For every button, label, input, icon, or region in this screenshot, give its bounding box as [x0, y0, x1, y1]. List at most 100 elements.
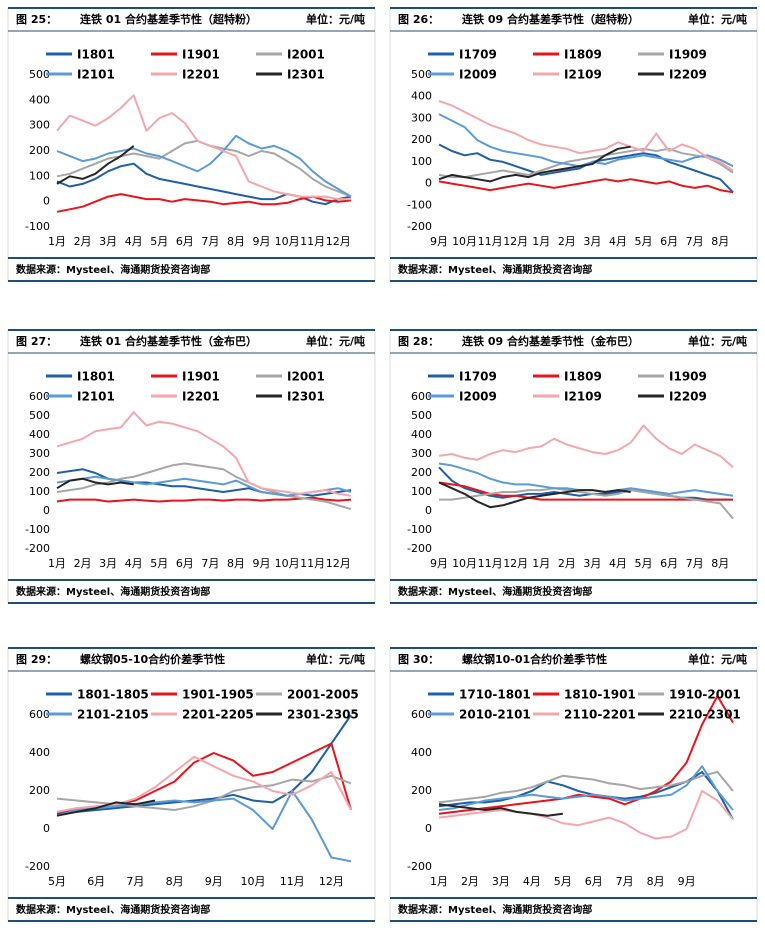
x-tick-label: 10月 — [452, 235, 477, 248]
legend-label: I2109 — [564, 68, 602, 82]
x-tick-label: 12月 — [503, 235, 528, 248]
series-line — [438, 765, 734, 811]
y-tick-label: -100 — [25, 220, 50, 233]
legend-label: I1909 — [669, 370, 707, 384]
x-tick-label: 5月 — [48, 875, 66, 888]
legend-label: I2101 — [77, 390, 115, 404]
series-line — [56, 193, 352, 213]
x-tick-label: 2月 — [74, 557, 92, 570]
legend-label: I2009 — [459, 390, 497, 404]
unit-label: 单位：元/吨 — [306, 334, 365, 348]
y-tick-label: -200 — [407, 220, 432, 233]
x-tick-label: 3月 — [583, 235, 601, 248]
x-tick-label: 4月 — [125, 235, 143, 248]
y-tick-label: -200 — [25, 860, 50, 873]
y-tick-label: 600 — [411, 390, 432, 403]
x-tick-label: 6月 — [660, 557, 678, 570]
x-tick-label: 5月 — [635, 235, 653, 248]
x-tick-label: 2月 — [558, 557, 576, 570]
legend-label: I2201 — [182, 68, 220, 82]
x-tick-label: 7月 — [686, 557, 704, 570]
unit-label: 单位：元/吨 — [688, 334, 747, 348]
x-tick-label: 9月 — [430, 235, 448, 248]
x-tick-label: 1月 — [48, 235, 66, 248]
legend-label: I1809 — [564, 48, 602, 62]
legend-label: 2010-2101 — [459, 708, 531, 722]
legend-label: 1801-1805 — [77, 688, 149, 702]
legend-label: I1809 — [564, 370, 602, 384]
legend-label: 1901-1905 — [182, 688, 254, 702]
legend-label: 1710-1801 — [459, 688, 531, 702]
legend-label: I1709 — [459, 48, 497, 62]
y-tick-label: 400 — [29, 428, 50, 441]
legend-label: 2101-2105 — [77, 708, 149, 722]
series-line — [438, 424, 734, 469]
y-tick-label: 0 — [43, 822, 50, 835]
y-tick-label: 500 — [29, 409, 50, 422]
chart-title: 连铁 09 合约基差季节性（金布巴） — [462, 334, 639, 348]
x-tick-label: 11月 — [478, 557, 503, 570]
legend-label: I1901 — [182, 370, 220, 384]
x-tick-label: 11月 — [300, 557, 325, 570]
x-tick-label: 7月 — [126, 875, 144, 888]
series-line — [438, 771, 734, 804]
legend-label: I2209 — [669, 68, 707, 82]
source-note: 数据来源：Mysteel、海通期货投资咨询部 — [398, 585, 592, 598]
legend-label: 2001-2005 — [287, 688, 359, 702]
x-tick-label: 9月 — [253, 235, 271, 248]
series-line — [438, 790, 734, 840]
x-tick-label: 5月 — [150, 235, 168, 248]
unit-label: 单位：元/吨 — [306, 12, 365, 26]
x-tick-label: 3月 — [583, 557, 601, 570]
y-tick-label: 400 — [411, 746, 432, 759]
legend-label: I2109 — [564, 390, 602, 404]
x-tick-label: 6月 — [176, 557, 194, 570]
series-line — [56, 134, 352, 198]
y-tick-label: 300 — [411, 111, 432, 124]
y-tick-label: 600 — [411, 708, 432, 721]
figure-label: 图 26： — [398, 13, 439, 26]
x-tick-label: 1月 — [48, 557, 66, 570]
y-tick-label: -200 — [407, 860, 432, 873]
y-tick-label: 600 — [29, 390, 50, 403]
y-tick-label: -100 — [407, 198, 432, 211]
x-tick-label: 8月 — [166, 875, 184, 888]
y-tick-label: 0 — [425, 504, 432, 517]
y-tick-label: 500 — [411, 68, 432, 81]
x-tick-label: 6月 — [176, 235, 194, 248]
unit-label: 单位：元/吨 — [688, 652, 747, 666]
series-line — [56, 462, 352, 511]
legend-label: I1801 — [77, 48, 115, 62]
series-line — [56, 714, 352, 815]
legend-label: 2301-2305 — [287, 708, 359, 722]
x-tick-label: 5月 — [150, 557, 168, 570]
chart-title: 连铁 01 合约基差季节性（超特粉） — [80, 12, 257, 26]
x-tick-label: 11月 — [280, 875, 305, 888]
y-tick-label: 500 — [29, 68, 50, 81]
series-line — [438, 147, 734, 179]
x-tick-label: 1月 — [532, 557, 550, 570]
x-tick-label: 3月 — [492, 875, 510, 888]
source-note: 数据来源：Mysteel、海通期货投资咨询部 — [16, 585, 210, 598]
x-tick-label: 8月 — [647, 875, 665, 888]
x-tick-label: 8月 — [711, 235, 729, 248]
x-tick-label: 6月 — [585, 875, 603, 888]
x-tick-label: 3月 — [99, 235, 117, 248]
chart-title: 螺纹钢05-10合约价差季节性 — [80, 652, 225, 666]
source-note: 数据来源：Mysteel、海通期货投资咨询部 — [16, 263, 210, 276]
legend-label: I2301 — [287, 390, 325, 404]
x-tick-label: 7月 — [686, 235, 704, 248]
x-tick-label: 7月 — [616, 875, 634, 888]
y-tick-label: -100 — [25, 523, 50, 536]
y-tick-label: 600 — [29, 708, 50, 721]
legend-label: I2301 — [287, 68, 325, 82]
y-tick-label: 0 — [425, 822, 432, 835]
y-tick-label: 200 — [411, 784, 432, 797]
y-tick-label: 300 — [29, 119, 50, 132]
legend-label: I1801 — [77, 370, 115, 384]
x-tick-label: 1月 — [430, 875, 448, 888]
figure-label: 图 30： — [398, 653, 439, 666]
x-tick-label: 2月 — [461, 875, 479, 888]
x-tick-label: 6月 — [660, 235, 678, 248]
figure-label: 图 29： — [16, 653, 57, 666]
